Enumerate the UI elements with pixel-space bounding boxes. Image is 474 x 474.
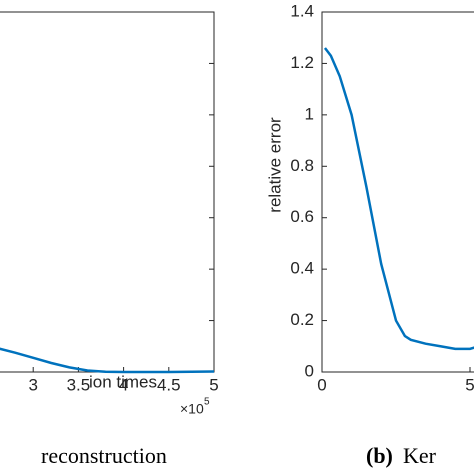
caption: Ker	[403, 443, 437, 468]
caption: reconstruction	[41, 443, 167, 468]
x-exponent: ×10	[180, 401, 204, 417]
y-tick-label: 1	[305, 104, 314, 123]
x-axis-label: ion times	[89, 372, 157, 391]
x-tick-label: 0	[317, 375, 326, 394]
caption-tag: (b)	[366, 443, 393, 468]
axes-box	[0, 11, 215, 373]
x-tick-label: 3	[28, 375, 37, 394]
y-tick-label: 1.2	[290, 53, 314, 72]
x-exponent-power: 5	[204, 397, 210, 408]
axes-box	[321, 11, 474, 373]
x-tick-label: 5	[465, 375, 474, 394]
x-tick-label: 4	[119, 375, 128, 394]
y-axis-label: relative error	[265, 117, 284, 213]
y-tick-label: 0.4	[290, 259, 314, 278]
y-tick-label: 0.2	[290, 310, 314, 329]
y-tick-label: 0	[305, 361, 314, 380]
y-tick-label: 0.8	[290, 156, 314, 175]
line	[0, 347, 215, 374]
y-tick-label: 1.4	[290, 1, 314, 20]
x-tick-label: 4.5	[157, 375, 181, 394]
x-tick-label: 5	[209, 375, 218, 394]
y-tick-label: 0.6	[290, 207, 314, 226]
line	[323, 47, 474, 351]
x-tick-label: 3.5	[67, 375, 91, 394]
